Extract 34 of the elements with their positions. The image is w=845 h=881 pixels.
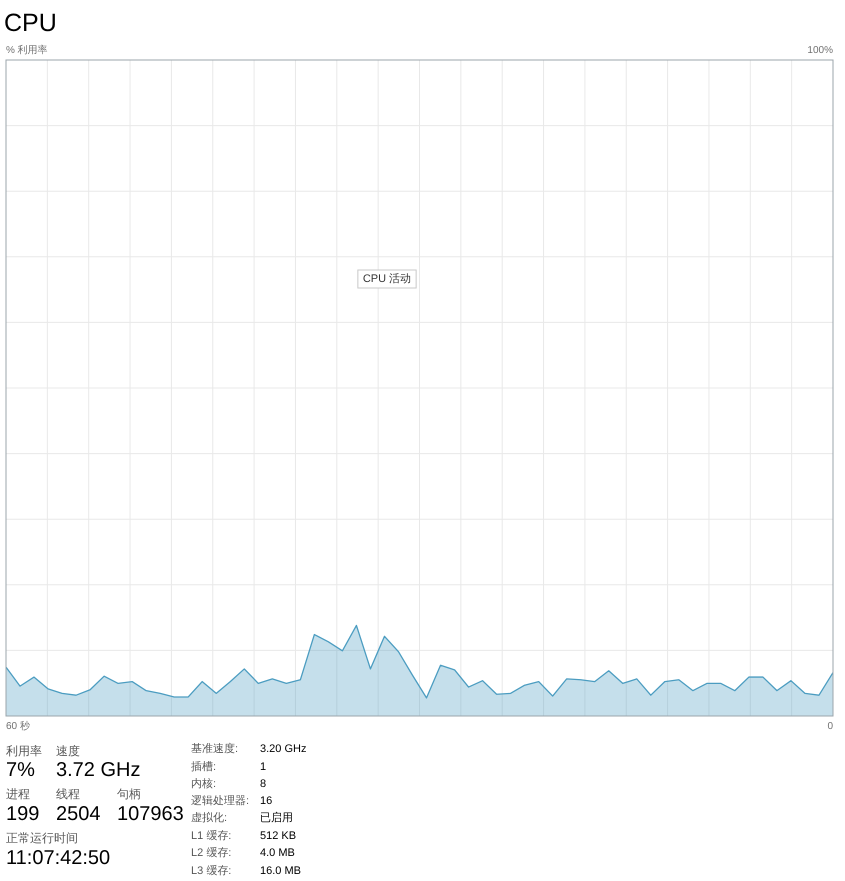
text: 0 — [827, 721, 834, 732]
text: 利用率 — [6, 744, 42, 758]
text: 8 — [260, 778, 266, 790]
text: 3.72 GHz — [56, 759, 140, 781]
text: 7% — [6, 759, 36, 781]
text: 进程 — [6, 787, 30, 801]
text: L1 缓存: — [191, 829, 232, 842]
text: 11:07:42:50 — [6, 847, 110, 869]
text: % 利用率 — [6, 44, 48, 56]
text: 基准速度: — [191, 742, 238, 755]
text: 1 — [260, 761, 266, 773]
text: 3.20 GHz — [260, 743, 306, 755]
text: 虚拟化: — [191, 811, 228, 824]
text: 内核: — [191, 777, 216, 790]
text: 速度 — [56, 744, 80, 758]
text: 16 — [260, 795, 272, 807]
text: 2504 — [56, 803, 100, 825]
text: 100% — [807, 45, 834, 56]
text: 正常运行时间 — [6, 831, 78, 845]
text: 插槽: — [191, 761, 216, 773]
text: 已启用 — [260, 811, 293, 824]
text: 4.0 MB — [260, 847, 295, 859]
text: 16.0 MB — [260, 865, 301, 877]
text: 线程 — [56, 787, 80, 801]
text: L2 缓存: — [191, 846, 232, 859]
text: 199 — [6, 803, 40, 825]
text: 107963 — [117, 803, 184, 825]
text: 逻辑处理器: — [191, 794, 250, 807]
text: L3 缓存: — [191, 864, 232, 877]
chart-title: CPU — [4, 9, 57, 37]
text: 512 KB — [260, 830, 296, 842]
text: CPU 活动 — [362, 273, 412, 285]
text: 句柄 — [117, 787, 141, 801]
text: 60 秒 — [6, 720, 30, 732]
